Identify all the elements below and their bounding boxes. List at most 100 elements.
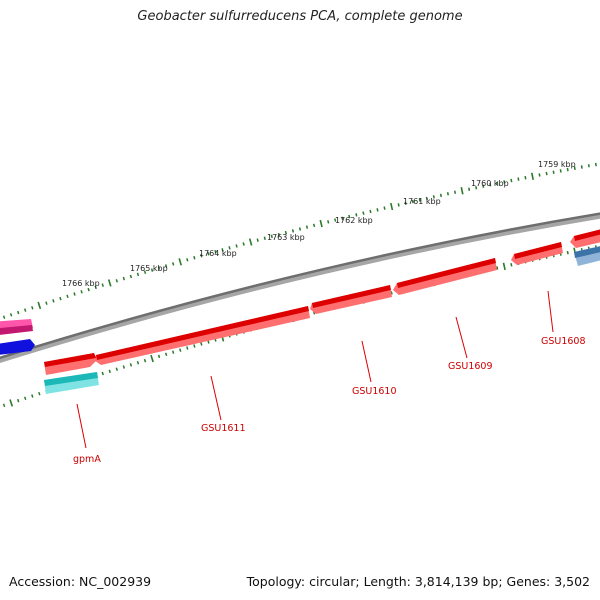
minor-tick	[136, 272, 140, 277]
minor-tick	[16, 310, 20, 315]
minor-tick	[9, 313, 13, 317]
gene-gsu1611[interactable]	[94, 306, 310, 365]
major-tick	[9, 399, 14, 407]
major-tick	[248, 238, 253, 246]
minor-tick	[580, 165, 583, 169]
minor-tick	[143, 358, 147, 363]
minor-tick	[207, 252, 210, 256]
minor-tick	[171, 262, 175, 266]
minor-tick	[164, 352, 168, 357]
minor-tick	[164, 264, 168, 268]
minor-tick	[214, 249, 217, 254]
minor-tick	[411, 199, 414, 204]
minor-tick	[59, 296, 62, 301]
minor-tick	[221, 248, 224, 252]
minor-tick	[122, 276, 126, 281]
minor-tick	[193, 255, 196, 260]
minor-tick	[573, 166, 576, 171]
major-tick	[531, 172, 534, 180]
gene-gsu1609[interactable]	[393, 258, 497, 295]
minor-tick	[157, 354, 161, 359]
minor-tick	[2, 315, 6, 319]
scale-label: 1766 kbp	[62, 279, 100, 288]
gene-label-gsu1611[interactable]: GSU1611	[201, 423, 246, 434]
minor-tick	[362, 211, 365, 215]
minor-tick	[291, 229, 295, 233]
scale-label: 1759 kbp	[538, 160, 576, 169]
minor-tick	[418, 198, 421, 202]
minor-tick	[432, 195, 435, 199]
gene-label-gsu1610[interactable]: GSU1610	[352, 386, 397, 397]
gene-gpma[interactable]	[44, 353, 97, 375]
gene-label-gpma[interactable]: gpmA	[73, 454, 101, 465]
minor-tick	[2, 403, 6, 408]
minor-tick	[376, 208, 379, 212]
minor-tick	[312, 223, 316, 228]
gene-label-gsu1609[interactable]: GSU1609	[448, 361, 493, 372]
minor-tick	[228, 246, 231, 250]
minor-tick	[150, 268, 154, 272]
minor-tick	[157, 266, 161, 270]
gene-label-gsu1608[interactable]: GSU1608	[541, 336, 586, 347]
scale-labels: 1759 kbp 1760 kbp 1761 kbp 1762 kbp 1763…	[62, 160, 576, 288]
minor-tick	[439, 193, 443, 198]
minor-tick	[298, 227, 302, 231]
minor-tick	[94, 285, 97, 290]
major-tick	[107, 279, 112, 287]
minor-tick	[242, 242, 245, 246]
accession-text: Accession: NC_002939	[9, 574, 152, 589]
minor-tick	[108, 369, 111, 374]
minor-tick	[327, 220, 330, 224]
gene-feature-cyan[interactable]	[44, 372, 99, 394]
minor-tick	[369, 209, 372, 214]
minor-tick	[179, 348, 182, 352]
minor-tick	[489, 183, 492, 187]
scale-label: 1764 kbp	[199, 249, 237, 258]
scale-label: 1761 kbp	[403, 197, 441, 206]
minor-tick	[171, 350, 175, 354]
gene-gsu1608[interactable]	[511, 242, 563, 265]
minor-tick	[101, 371, 104, 376]
minor-tick	[115, 367, 119, 371]
minor-tick	[101, 283, 104, 287]
minor-tick	[475, 186, 478, 190]
scale-label: 1765 kbp	[130, 264, 168, 273]
minor-tick	[136, 360, 140, 365]
minor-tick	[538, 173, 541, 177]
major-tick	[319, 219, 323, 228]
minor-tick	[193, 344, 196, 348]
minor-tick	[66, 294, 69, 299]
gene-feature-steelblue[interactable]	[574, 244, 600, 266]
minor-tick	[52, 299, 55, 303]
minor-tick	[270, 234, 273, 239]
minor-tick	[510, 178, 513, 183]
minor-tick	[545, 171, 548, 176]
minor-tick	[129, 274, 133, 279]
minor-tick	[23, 308, 27, 312]
minor-tick	[594, 162, 597, 167]
minor-tick	[186, 258, 189, 262]
minor-tick	[510, 263, 513, 267]
major-tick	[502, 262, 506, 271]
gene-leader-lines	[76, 290, 554, 449]
minor-tick	[482, 184, 485, 188]
gene-gsu1610[interactable]	[310, 285, 392, 314]
minor-tick	[425, 196, 428, 201]
gene-feature-right-red[interactable]	[570, 227, 600, 248]
minor-tick	[284, 230, 288, 235]
gene-feature-blue[interactable]	[0, 339, 35, 356]
minor-tick	[200, 342, 203, 346]
genome-backbone	[0, 212, 600, 364]
minor-tick	[80, 290, 83, 294]
minor-tick	[38, 391, 41, 396]
minor-tick	[355, 213, 358, 217]
minor-tick	[129, 363, 133, 367]
scale-label: 1760 kbp	[471, 179, 509, 188]
genome-title: Geobacter sulfurreducens PCA, complete g…	[137, 9, 463, 24]
minor-tick	[517, 177, 520, 181]
minor-tick	[143, 270, 147, 275]
genome-backbone-edge	[0, 212, 600, 360]
major-tick	[150, 354, 154, 363]
outer-scale-track	[2, 162, 597, 319]
